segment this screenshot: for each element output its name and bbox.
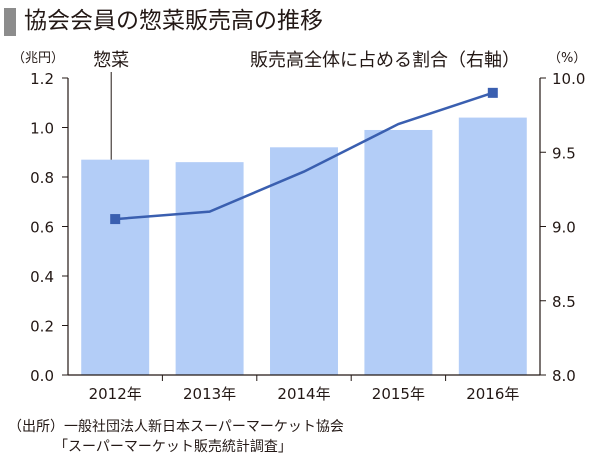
bar-series-label: 惣菜 xyxy=(93,50,129,71)
right-tick-label-3: 9.5 xyxy=(552,144,576,162)
bar-3 xyxy=(364,129,433,375)
line-marker-0 xyxy=(110,214,121,225)
bar-2 xyxy=(270,147,338,375)
source-line-1: （出所）一般社団法人新日本スーパーマーケット協会 xyxy=(8,419,344,435)
x-tick-label-3: 2015年 xyxy=(372,385,425,403)
source-line-2: 「スーパーマーケット販売統計調査」 xyxy=(54,439,292,455)
bar-0 xyxy=(81,159,150,375)
x-tick-label-0: 2012年 xyxy=(89,385,142,403)
left-tick-label-2: 0.4 xyxy=(30,268,54,286)
x-tick-label-1: 2013年 xyxy=(183,385,236,403)
right-tick-label-1: 8.5 xyxy=(552,293,576,311)
line-marker-4 xyxy=(487,87,498,98)
right-axis-unit: （%） xyxy=(548,51,586,66)
left-tick-label-0: 0.0 xyxy=(30,367,54,385)
left-tick-label-6: 1.2 xyxy=(30,70,54,88)
bar-1 xyxy=(175,162,244,375)
left-tick-label-4: 0.8 xyxy=(30,169,54,187)
bar-4 xyxy=(458,117,527,375)
x-tick-label-4: 2016年 xyxy=(466,385,519,403)
chart-title: 協会会員の惣菜販売高の推移 xyxy=(24,8,323,34)
line-series-label: 販売高全体に占める割合（右軸） xyxy=(250,50,520,71)
x-tick-label-2: 2014年 xyxy=(277,385,330,403)
left-tick-label-3: 0.6 xyxy=(30,219,54,237)
right-tick-label-4: 10.0 xyxy=(552,70,585,88)
left-tick-label-1: 0.2 xyxy=(30,318,54,336)
right-tick-label-0: 8.0 xyxy=(552,367,576,385)
right-tick-label-2: 9.0 xyxy=(552,219,576,237)
left-tick-label-5: 1.0 xyxy=(30,120,54,138)
left-axis-unit: （兆円） xyxy=(12,51,64,66)
series-line-share xyxy=(115,91,494,221)
title-accent-bar xyxy=(4,8,16,36)
